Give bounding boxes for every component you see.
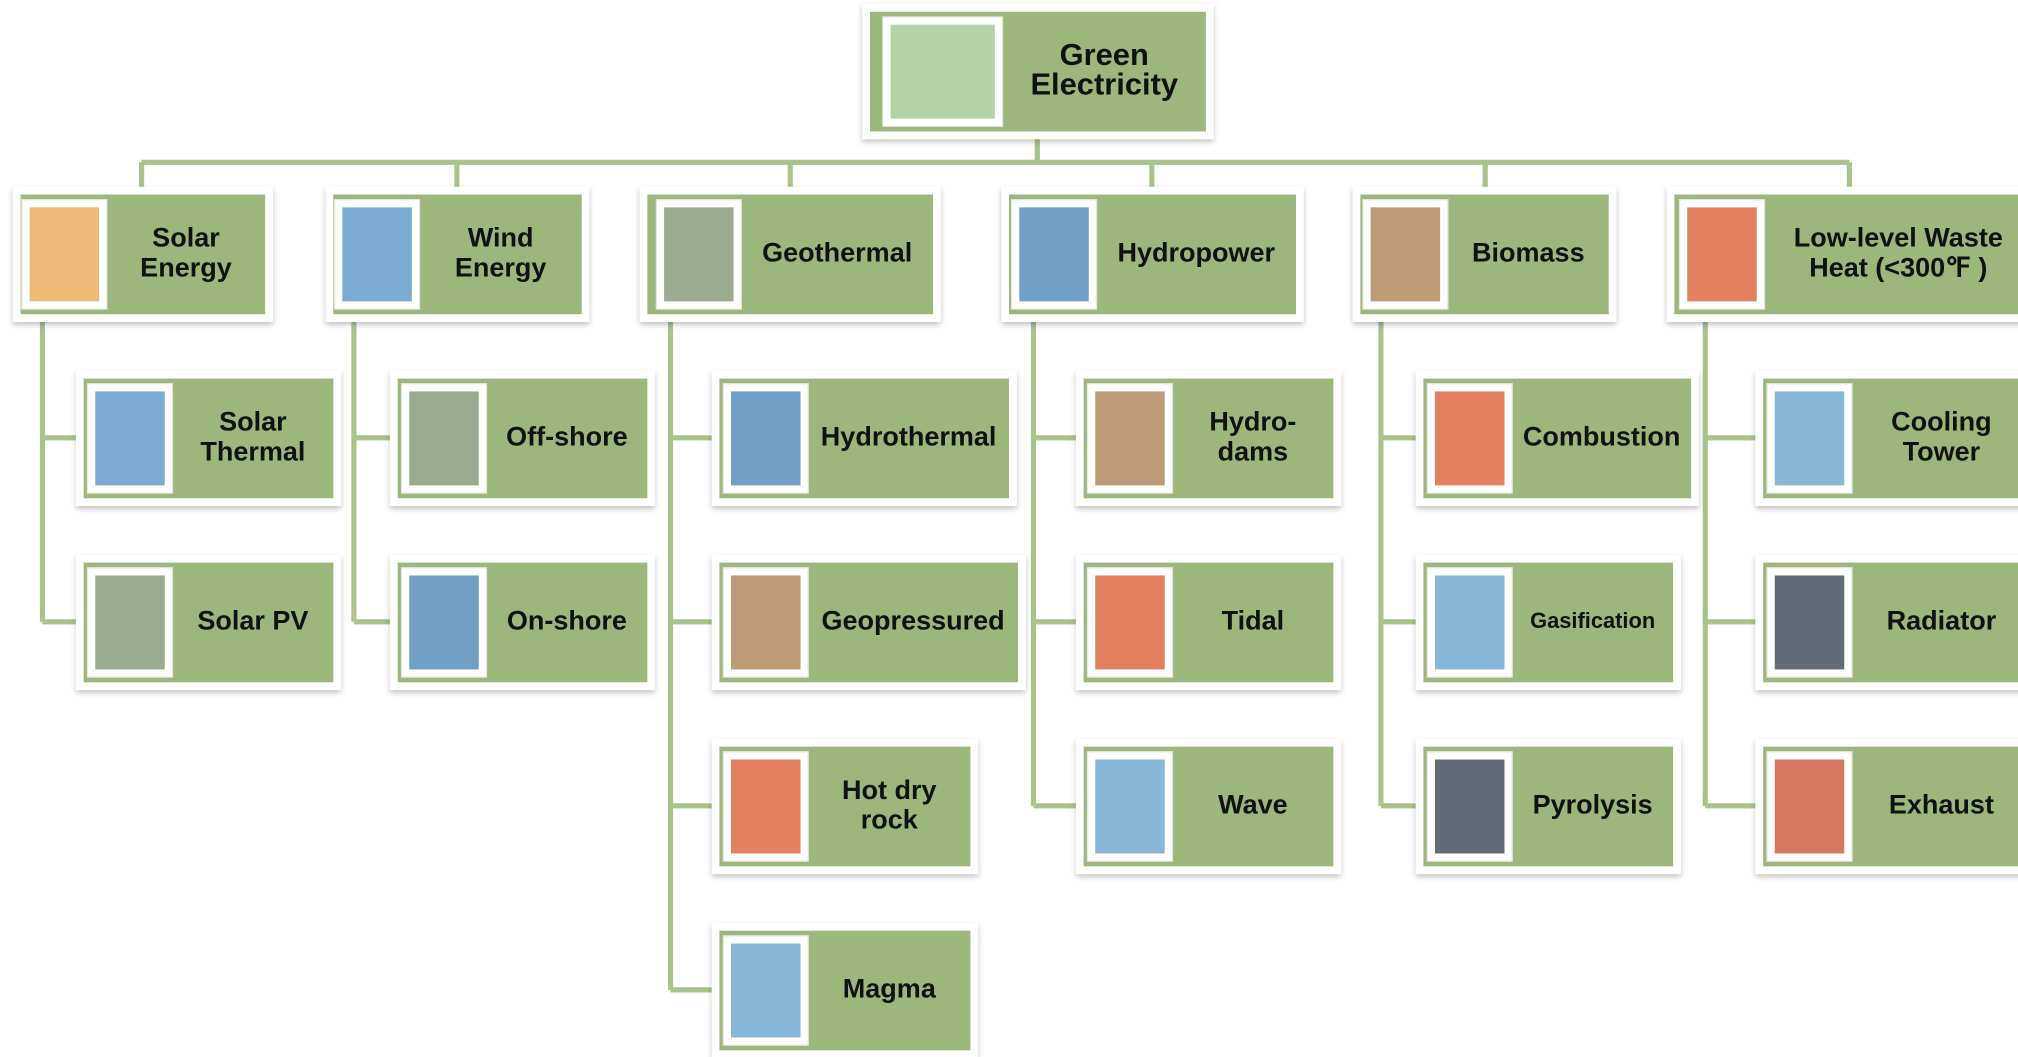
node-icon-art	[1775, 391, 1844, 485]
node: Hydrothermal	[712, 371, 1017, 506]
node-icon-art	[1371, 207, 1440, 301]
node-label: Magma	[843, 974, 937, 1004]
node: Geothermal	[640, 187, 941, 322]
node: Magma	[712, 923, 978, 1057]
node-icon-art	[95, 391, 164, 485]
node-icon-art	[731, 944, 800, 1038]
node-icon-art	[342, 207, 411, 301]
node: Biomass	[1353, 187, 1617, 322]
node-icon-art	[409, 575, 478, 669]
node-label: Tower	[1903, 436, 1981, 466]
node-label: Combustion	[1523, 422, 1681, 452]
node-label: Solar	[219, 407, 287, 437]
node-icon-art	[1775, 575, 1844, 669]
node-icon-art	[1435, 575, 1504, 669]
node: Exhaust	[1755, 739, 2018, 874]
node-icon-art	[1095, 391, 1164, 485]
node-label: Gasification	[1530, 608, 1655, 633]
node-icon-art	[1435, 760, 1504, 854]
node-label: Geopressured	[822, 606, 1005, 636]
node-label: Hot dry	[842, 775, 937, 805]
node-icon-art	[1095, 760, 1164, 854]
node-label: Off-shore	[506, 422, 628, 452]
node-icon-art	[731, 760, 800, 854]
node-label: Hydro-	[1209, 407, 1296, 437]
node-icon-art	[731, 391, 800, 485]
node-label: Energy	[140, 252, 232, 282]
node-label: Energy	[455, 252, 547, 282]
node-label: Tidal	[1222, 606, 1285, 636]
node-label: Hydropower	[1117, 238, 1275, 268]
node: On-shore	[390, 555, 655, 690]
node-icon-art	[664, 207, 733, 301]
node-label: Radiator	[1887, 606, 1997, 636]
node-icon-art	[731, 575, 800, 669]
node-label: Hydrothermal	[821, 422, 997, 452]
node-icon-art	[409, 391, 478, 485]
node-label: Wind	[468, 223, 534, 253]
node: Radiator	[1755, 555, 2018, 690]
node-label: Solar PV	[197, 606, 308, 636]
node-label: Biomass	[1472, 238, 1585, 268]
node: Geopressured	[712, 555, 1026, 690]
node: Gasification	[1416, 555, 1681, 690]
node-icon-art	[30, 207, 99, 301]
node-label: Cooling	[1891, 407, 1992, 437]
node-icon-art	[1435, 391, 1504, 485]
node: Pyrolysis	[1416, 739, 1681, 874]
node: Hydro-dams	[1076, 371, 1341, 506]
node-icon-art	[1019, 207, 1088, 301]
node-label: Thermal	[200, 436, 305, 466]
node-label: dams	[1218, 436, 1289, 466]
node: Hydropower	[1001, 187, 1303, 322]
node-label: Heat (<300℉ )	[1809, 252, 1987, 282]
node-label: Solar	[152, 223, 220, 253]
node-label: Pyrolysis	[1533, 790, 1653, 820]
node-label: Low-level Waste	[1794, 223, 2003, 253]
node: Wave	[1076, 739, 1341, 874]
node: Solar PV	[76, 555, 341, 690]
node-icon-art	[1775, 760, 1844, 854]
node-icon-art	[95, 575, 164, 669]
node-icon-art	[891, 25, 995, 119]
node-icon-art	[1687, 207, 1756, 301]
node-label: rock	[861, 804, 919, 834]
node: Tidal	[1076, 555, 1341, 690]
diagram: GreenElectricitySolarEnergySolarThermalS…	[0, 0, 2018, 1057]
node-label: Geothermal	[762, 238, 912, 268]
node-label: Exhaust	[1889, 790, 1994, 820]
node-label: Electricity	[1030, 67, 1178, 102]
node-label: On-shore	[507, 606, 627, 636]
page: GreenElectricitySolarEnergySolarThermalS…	[0, 0, 2018, 1057]
node: Off-shore	[390, 371, 655, 506]
node-icon-art	[1095, 575, 1164, 669]
node: Combustion	[1416, 371, 1699, 506]
node-label: Wave	[1218, 790, 1288, 820]
